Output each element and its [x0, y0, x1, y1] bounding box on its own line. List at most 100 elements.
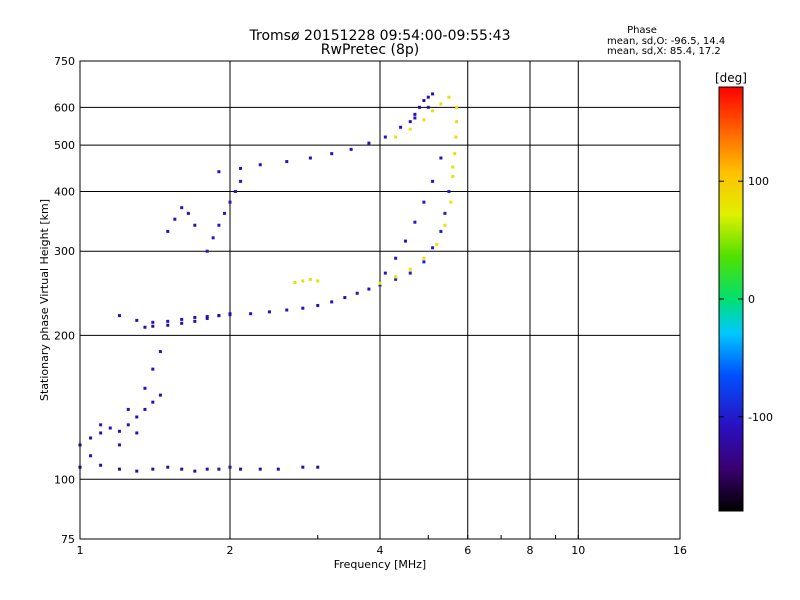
echo-point — [383, 271, 387, 275]
echo-point — [426, 105, 430, 109]
echo-points — [78, 92, 459, 473]
echo-point — [431, 246, 435, 250]
echo-point — [135, 469, 139, 473]
echo-point — [99, 423, 103, 427]
echo-point — [349, 147, 353, 151]
plot-frame — [79, 60, 681, 540]
echo-point — [99, 431, 103, 435]
echo-point — [158, 350, 162, 354]
y-tick-label: 100 — [54, 473, 75, 486]
echo-point — [316, 465, 320, 469]
echo-point — [217, 223, 221, 227]
echo-point — [447, 189, 451, 193]
echo-point — [211, 236, 215, 240]
y-tick-label: 75 — [61, 533, 75, 546]
stats-heading: Phase — [627, 25, 657, 36]
echo-point — [267, 310, 271, 314]
echo-point — [258, 467, 262, 471]
echo-point — [180, 467, 184, 471]
echo-point — [193, 223, 197, 227]
x-tick-label: 6 — [464, 544, 471, 557]
echo-point — [166, 319, 170, 323]
echo-point — [439, 156, 443, 160]
echo-point — [193, 469, 197, 473]
echo-point — [378, 283, 382, 287]
echo-point — [413, 220, 417, 224]
echo-point — [228, 200, 232, 204]
echo-point — [180, 206, 184, 210]
echo-point — [143, 325, 147, 329]
echo-point — [451, 165, 455, 169]
y-tick-label: 600 — [54, 101, 75, 114]
echo-point — [158, 393, 162, 397]
echo-point — [151, 320, 155, 324]
echo-point — [408, 271, 412, 275]
x-tick-label: 1 — [77, 544, 84, 557]
echo-point — [151, 400, 155, 404]
echo-point — [117, 429, 121, 433]
echo-point — [455, 120, 459, 124]
echo-point — [455, 105, 459, 109]
echo-point — [173, 217, 177, 221]
echo-point — [453, 152, 457, 156]
echo-point — [205, 467, 209, 471]
echo-point — [239, 179, 243, 183]
echo-point — [135, 431, 139, 435]
echo-point — [422, 118, 426, 122]
echo-point — [293, 281, 297, 285]
echo-point — [439, 229, 443, 233]
echo-point — [399, 125, 403, 129]
echo-point — [422, 260, 426, 264]
colorbar-tick-label: 0 — [748, 293, 755, 306]
echo-point — [228, 312, 232, 316]
x-tick-label: 4 — [377, 544, 384, 557]
echo-point — [394, 256, 398, 260]
echo-point — [193, 315, 197, 319]
echo-point — [223, 211, 227, 215]
echo-point — [443, 223, 447, 227]
echo-point — [413, 116, 417, 120]
echo-point — [186, 211, 190, 215]
echo-point — [316, 303, 320, 307]
echo-point — [135, 415, 139, 419]
echo-point — [408, 127, 412, 131]
stats-o-line: mean, sd,O: -96.5, 14.4 — [607, 36, 725, 47]
y-axis-label: Stationary phase Virtual Height [km] — [38, 199, 51, 401]
echo-point — [408, 267, 412, 271]
echo-point — [239, 467, 243, 471]
echo-point — [330, 300, 334, 304]
echo-point — [343, 296, 347, 300]
echo-point — [180, 317, 184, 321]
echo-point — [443, 211, 447, 215]
echo-point — [422, 200, 426, 204]
echo-point — [143, 386, 147, 390]
x-tick-label: 10 — [571, 544, 585, 557]
echo-point — [394, 277, 398, 281]
colorbar-ticks: 100 0 -100 — [719, 175, 773, 424]
echo-point — [193, 319, 197, 323]
echo-point — [117, 467, 121, 471]
chart-title: Tromsø 20151228 09:54:00-09:55:43 — [249, 28, 511, 44]
echo-point — [447, 95, 451, 99]
echo-point — [276, 467, 280, 471]
echo-point — [301, 306, 305, 310]
chart-subtitle: RwPretec (8p) — [321, 42, 419, 58]
echo-point — [435, 242, 439, 246]
echo-point — [422, 256, 426, 260]
y-tick-label: 500 — [54, 139, 75, 152]
echo-point — [205, 249, 209, 253]
echo-point — [383, 135, 387, 139]
echo-point — [126, 407, 130, 411]
echo-point — [285, 160, 289, 164]
axis-ticks: 1 2 4 6 8 10 16 75 100 200 300 400 500 600 750 — [54, 55, 687, 557]
echo-point — [239, 166, 243, 170]
x-tick-label: 16 — [673, 544, 687, 557]
echo-point — [89, 436, 93, 440]
echo-point — [408, 120, 412, 124]
echo-point — [301, 465, 305, 469]
echo-point — [99, 463, 103, 467]
echo-point — [316, 279, 320, 283]
echo-point — [413, 112, 417, 116]
colorbar-tick-label: -100 — [748, 411, 773, 424]
echo-point — [431, 92, 435, 96]
